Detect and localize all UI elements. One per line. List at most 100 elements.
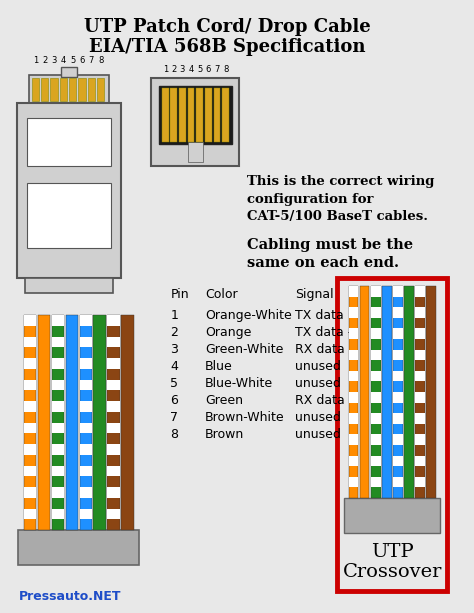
Bar [371,329,381,339]
Text: 5: 5 [197,65,202,74]
Bar [349,435,358,445]
Bar [78,78,86,101]
Bar [107,465,120,476]
Bar [80,487,92,498]
Text: 8: 8 [171,428,179,441]
Bar [24,487,36,498]
Bar [60,78,67,101]
Bar [107,487,120,498]
Bar [107,444,120,455]
Text: Brown-White: Brown-White [205,411,284,424]
Bar [107,337,120,347]
Text: 1: 1 [33,56,38,65]
Bar [61,67,77,77]
Text: Cabling must be the: Cabling must be the [247,238,413,252]
Bar [415,286,425,297]
Text: Orange: Orange [205,326,251,339]
Text: 4: 4 [171,360,178,373]
Bar [196,88,203,142]
Bar [222,88,229,142]
Bar [27,183,111,248]
Text: EIA/TIA 568B Specification: EIA/TIA 568B Specification [89,38,365,56]
Text: same on each end.: same on each end. [247,256,399,270]
Text: 3: 3 [180,65,185,74]
Bar [38,315,50,530]
Bar [371,307,381,318]
Text: 1: 1 [171,309,178,322]
Bar [17,103,121,278]
Text: CAT-5/100 BaseT cables.: CAT-5/100 BaseT cables. [247,210,428,223]
Bar [162,88,169,142]
Bar [371,413,381,424]
Bar [371,349,381,360]
Bar [393,329,402,339]
Text: Pin: Pin [171,288,189,301]
Bar [80,422,92,433]
Bar [393,371,402,381]
Bar [80,315,92,530]
Bar [24,379,36,390]
Bar [214,88,220,142]
Bar [107,401,120,412]
Bar [97,78,104,101]
Bar [171,88,177,142]
Bar [344,498,440,533]
Bar [107,422,120,433]
Bar [80,401,92,412]
Text: Pressauto.NET: Pressauto.NET [19,590,122,603]
Bar [393,286,402,297]
Bar [24,337,36,347]
Bar [107,358,120,369]
Bar [393,477,402,487]
Bar [426,286,436,498]
Bar [393,435,402,445]
Bar [415,371,425,381]
Bar [151,78,239,166]
Bar [24,315,36,326]
Text: unused: unused [295,428,341,441]
Bar [107,379,120,390]
Bar [24,422,36,433]
Bar [349,286,358,297]
Bar [80,358,92,369]
Bar [371,286,381,297]
Bar [415,307,425,318]
Bar [179,88,186,142]
Bar [27,118,111,166]
Bar [80,337,92,347]
Text: 2: 2 [171,65,176,74]
Text: 6: 6 [171,394,178,407]
Bar [337,278,447,591]
Bar [349,307,358,318]
Text: 6: 6 [206,65,211,74]
Bar [80,315,92,326]
Bar [80,465,92,476]
Bar [52,337,64,347]
Text: Signal: Signal [295,288,334,301]
Text: 7: 7 [214,65,219,74]
Bar [349,392,358,403]
Bar [24,444,36,455]
Text: configuration for: configuration for [247,193,374,206]
Bar [52,315,64,530]
Bar [188,88,194,142]
Bar [188,142,203,162]
Bar [415,477,425,487]
Bar [415,329,425,339]
Bar [18,530,139,565]
Bar [80,444,92,455]
Bar [25,278,113,293]
Bar [415,413,425,424]
Text: unused: unused [295,360,341,373]
Bar [205,88,212,142]
Text: RX data -: RX data - [295,394,353,407]
Bar [52,465,64,476]
Bar [393,286,402,498]
Bar [52,487,64,498]
Text: 2: 2 [42,56,47,65]
Bar [371,455,381,466]
Text: Orange-White: Orange-White [205,309,292,322]
Bar [393,349,402,360]
Bar [41,78,48,101]
Text: This is the correct wiring: This is the correct wiring [247,175,435,188]
